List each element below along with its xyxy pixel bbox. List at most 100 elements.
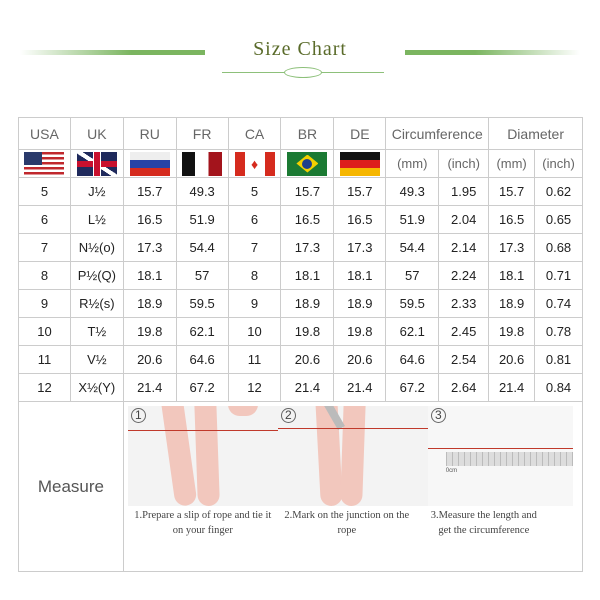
- table-cell: 54.4: [175, 233, 229, 262]
- table-cell: 2.14: [438, 233, 490, 262]
- table-cell: V½: [69, 345, 124, 374]
- table-row: 7 N½(o) 17.3 54.4 7 17.3 17.3 54.4 2.14 17.3 0.68: [18, 233, 583, 262]
- table-cell: 17.3: [122, 233, 177, 262]
- table-cell: 0.65: [534, 205, 583, 234]
- uk-flag-icon: [76, 151, 117, 176]
- table-cell: 19.8: [333, 317, 387, 346]
- table-cell: 59.5: [385, 289, 440, 318]
- germany-flag-icon: [339, 151, 380, 176]
- table-cell: 51.9: [385, 205, 440, 234]
- table-cell: 21.4: [488, 373, 536, 402]
- table-cell: 64.6: [385, 345, 440, 374]
- table-cell: 18.9: [333, 289, 387, 318]
- table-row: 12 X½(Y) 21.4 67.2 12 21.4 21.4 67.2 2.64 21.4 0.8…: [18, 373, 583, 402]
- table-cell: 8: [227, 261, 282, 290]
- title-left-bar: [20, 50, 205, 55]
- table-cell: 12: [227, 373, 282, 402]
- table-cell: 0.71: [534, 261, 583, 290]
- table-cell: 21.4: [333, 373, 387, 402]
- table-cell: 16.5: [488, 205, 536, 234]
- table-row: 6 L½ 16.5 51.9 6 16.5 16.5 51.9 2.04 16.5 0.65: [18, 205, 583, 234]
- header-br: BR: [280, 117, 335, 150]
- table-cell: 57: [385, 261, 440, 290]
- table-row: 9 R½(s) 18.9 59.5 9 18.9 18.9 59.5 2.33 18.9 0.74: [18, 289, 583, 318]
- russia-flag-icon: [129, 151, 170, 176]
- header-diameter: Diameter: [488, 117, 583, 150]
- table-cell: 16.5: [333, 205, 387, 234]
- header-circumference: Circumference: [385, 117, 490, 150]
- table-cell: 8: [18, 261, 71, 290]
- title-right-bar: [405, 50, 580, 55]
- table-cell: 18.9: [488, 289, 536, 318]
- step-number: 1: [130, 408, 146, 423]
- table-row: 8 P½(Q) 18.1 57 8 18.1 18.1 57 2.24 18.1 0.71: [18, 261, 583, 290]
- table-cell: 2.04: [438, 205, 490, 234]
- table-cell: 54.4: [385, 233, 440, 262]
- table-row: 11 V½ 20.6 64.6 11 20.6 20.6 64.6 2.54 20.6 0.81: [18, 345, 583, 374]
- table-cell: 16.5: [122, 205, 177, 234]
- table-cell: 20.6: [333, 345, 387, 374]
- table-cell: 1.95: [438, 177, 490, 206]
- table-cell: R½(s): [69, 289, 124, 318]
- table-cell: 15.7: [122, 177, 177, 206]
- table-cell: 67.2: [175, 373, 229, 402]
- table-cell: 21.4: [280, 373, 335, 402]
- table-cell: X½(Y): [69, 373, 124, 402]
- table-cell: J½: [69, 177, 124, 206]
- table-cell: 7: [18, 233, 71, 262]
- table-cell: 57: [175, 261, 229, 290]
- table-cell: 20.6: [122, 345, 177, 374]
- table-cell: 9: [18, 289, 71, 318]
- measure-label: Measure: [18, 401, 124, 572]
- table-cell: N½(o): [69, 233, 124, 262]
- table-cell: 11: [18, 345, 71, 374]
- header-uk: UK: [69, 117, 124, 150]
- unit-circ-mm: (mm): [385, 149, 440, 178]
- header-row: USA UK RU FR CA BR DE Circumference Diam…: [18, 117, 583, 150]
- table-cell: 0.68: [534, 233, 583, 262]
- table-cell: 9: [227, 289, 282, 318]
- table-cell: 2.24: [438, 261, 490, 290]
- table-cell: 59.5: [175, 289, 229, 318]
- table-cell: 67.2: [385, 373, 440, 402]
- table-cell: 19.8: [488, 317, 536, 346]
- step-2-image: 2: [277, 406, 428, 506]
- table-cell: P½(Q): [69, 261, 124, 290]
- header-ru: RU: [122, 117, 177, 150]
- table-cell: 15.7: [280, 177, 335, 206]
- table-cell: 0.78: [534, 317, 583, 346]
- table-cell: 49.3: [385, 177, 440, 206]
- table-cell: 15.7: [488, 177, 536, 206]
- table-cell: 17.3: [333, 233, 387, 262]
- unit-circ-inch: (inch): [438, 149, 490, 178]
- size-chart-table: USA UK RU FR CA BR DE Circumference Diam…: [18, 117, 584, 572]
- table-cell: 62.1: [385, 317, 440, 346]
- ornament-swirl: [284, 67, 322, 78]
- table-cell: 18.9: [122, 289, 177, 318]
- table-cell: 0.84: [534, 373, 583, 402]
- table-cell: 20.6: [280, 345, 335, 374]
- table-cell: 11: [227, 345, 282, 374]
- table-cell: L½: [69, 205, 124, 234]
- header-de: DE: [333, 117, 387, 150]
- measure-row: Measure 1 2 0cm 3 1.Prepare a slip of ro…: [18, 401, 584, 572]
- table-cell: 18.1: [488, 261, 536, 290]
- header-ca: CA: [227, 117, 282, 150]
- table-cell: 17.3: [488, 233, 536, 262]
- table-cell: 0.62: [534, 177, 583, 206]
- ruler-label: 0cm: [445, 468, 458, 474]
- unit-dia-inch: (inch): [534, 149, 583, 178]
- table-cell: 2.54: [438, 345, 490, 374]
- table-cell: 62.1: [175, 317, 229, 346]
- measure-steps: 1 2 0cm 3 1.Prepare a slip of rope and t…: [122, 401, 584, 572]
- table-cell: 2.33: [438, 289, 490, 318]
- canada-flag-icon: ♦: [234, 151, 275, 176]
- table-cell: 15.7: [333, 177, 387, 206]
- us-flag-icon: [24, 151, 65, 176]
- step-1-image: 1: [127, 406, 278, 506]
- step-number: 3: [430, 408, 446, 423]
- brazil-flag-icon: [287, 151, 328, 176]
- step-3-caption: 3.Measure the length and get the circumf…: [430, 510, 537, 536]
- table-cell: 49.3: [175, 177, 229, 206]
- table-cell: 7: [227, 233, 282, 262]
